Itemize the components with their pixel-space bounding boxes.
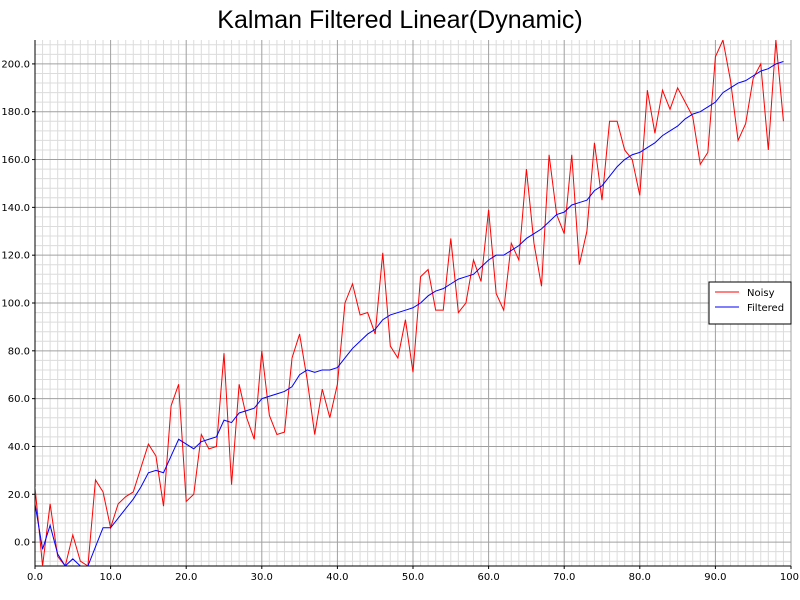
x-tick-label: 10.0 bbox=[99, 572, 121, 583]
y-tick-label: 80.0 bbox=[8, 346, 30, 357]
x-tick-label: 80.0 bbox=[629, 572, 651, 583]
legend-label-noisy: Noisy bbox=[747, 288, 775, 299]
x-tick-label: 90.0 bbox=[704, 572, 726, 583]
plot-lines bbox=[35, 40, 784, 566]
y-tick-label: 180.0 bbox=[1, 107, 30, 118]
axes bbox=[32, 40, 792, 569]
x-tick-label: 70.0 bbox=[553, 572, 575, 583]
y-tick-label: 200.0 bbox=[1, 59, 30, 70]
tick-labels: 0.0 10.0 20.0 30.0 40.0 50.0 60.0 70.0 80.0 90.0 1… bbox=[1, 59, 800, 583]
x-tick-label: 30.0 bbox=[251, 572, 273, 583]
legend-box bbox=[708, 281, 792, 325]
series-line-noisy bbox=[35, 40, 784, 566]
x-tick-label: 20.0 bbox=[175, 572, 197, 583]
y-tick-label: 0.0 bbox=[14, 538, 30, 549]
y-tick-label: 120.0 bbox=[1, 251, 30, 262]
y-tick-label: 60.0 bbox=[8, 394, 30, 405]
x-tick-label: 50.0 bbox=[402, 572, 424, 583]
y-tick-label: 100.0 bbox=[1, 299, 30, 310]
series-line-filtered bbox=[35, 61, 784, 566]
legend-label-filtered: Filtered bbox=[747, 303, 784, 314]
chart-title: Kalman Filtered Linear(Dynamic) bbox=[217, 6, 583, 34]
y-tick-label: 20.0 bbox=[8, 490, 30, 501]
y-tick-label: 140.0 bbox=[1, 203, 30, 214]
y-tick-label: 160.0 bbox=[1, 155, 30, 166]
x-tick-label: 0.0 bbox=[27, 572, 43, 583]
y-tick-label: 40.0 bbox=[8, 442, 30, 453]
legend[interactable]: Noisy Filtered bbox=[708, 281, 792, 325]
x-tick-label: 60.0 bbox=[477, 572, 499, 583]
x-tick-label: 100. bbox=[780, 572, 800, 583]
x-tick-label: 40.0 bbox=[326, 572, 348, 583]
